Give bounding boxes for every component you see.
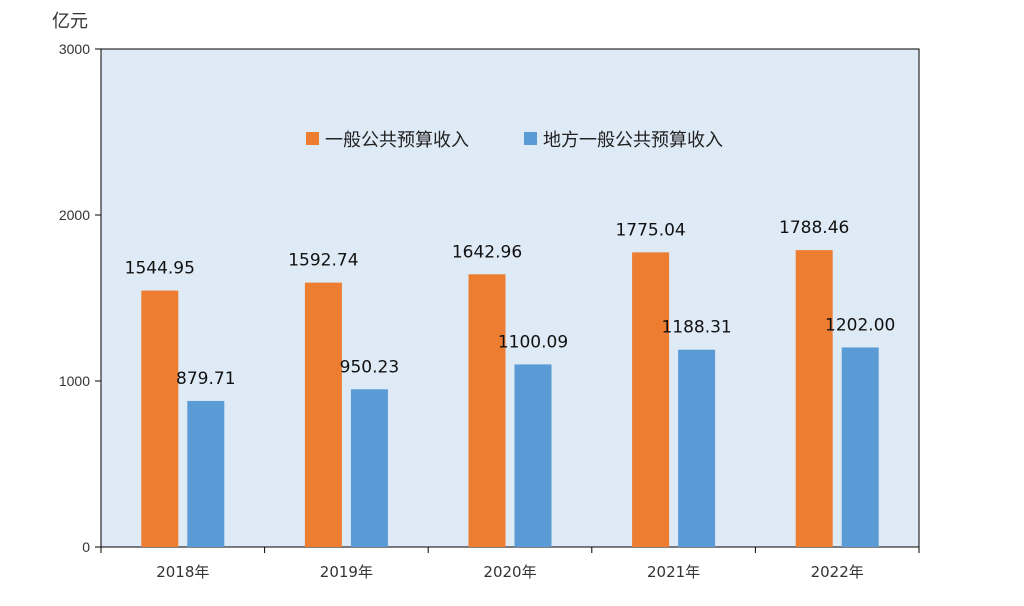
x-category-label: 2020年 <box>483 563 536 581</box>
bar-series-2 <box>187 400 225 547</box>
data-label-series-1: 1642.96 <box>452 242 522 262</box>
bar-series-2 <box>350 389 388 547</box>
x-category-label: 2022年 <box>811 563 864 581</box>
bars <box>141 250 879 547</box>
bar-series-2 <box>841 347 879 547</box>
bar-series-1 <box>795 250 833 547</box>
legend-label-series-1: 一般公共预算收入 <box>325 130 469 151</box>
y-tick-label: 1000 <box>59 373 90 389</box>
y-axis-unit-label: 亿元 <box>52 11 88 32</box>
data-label-series-2: 950.23 <box>340 357 399 377</box>
y-tick-label: 0 <box>82 539 90 555</box>
legend-swatch-series-1 <box>306 132 319 145</box>
legend-label-series-2: 地方一般公共预算收入 <box>543 130 723 151</box>
data-label-series-2: 1202.00 <box>825 315 895 335</box>
data-label-series-1: 1544.95 <box>125 259 195 279</box>
y-axis: 0 1000 2000 3000 <box>59 41 101 555</box>
y-tick-label: 2000 <box>59 207 90 223</box>
data-label-series-2: 879.71 <box>176 369 235 389</box>
y-tick-label: 3000 <box>59 41 90 57</box>
data-label-series-1: 1788.46 <box>779 218 849 238</box>
x-category-label: 2021年 <box>647 563 700 581</box>
x-axis: 2018年 2019年 2020年 2021年 2022年 <box>100 547 920 581</box>
bar-series-1 <box>141 290 179 547</box>
bar-series-1 <box>632 252 670 547</box>
bar-series-2 <box>514 364 552 547</box>
legend-swatch-series-2 <box>524 132 537 145</box>
value-labels: 1544.95 879.71 1592.74 950.23 1642.96 1100.09… <box>125 218 896 389</box>
bar-series-2 <box>678 349 716 547</box>
data-label-series-1: 1592.74 <box>288 251 358 271</box>
data-label-series-1: 1775.04 <box>615 220 685 240</box>
legend: 一般公共预算收入 地方一般公共预算收入 <box>306 130 723 151</box>
x-category-label: 2018年 <box>156 563 209 581</box>
bar-series-1 <box>304 282 342 547</box>
x-category-label: 2019年 <box>320 563 373 581</box>
data-label-series-2: 1188.31 <box>661 318 731 338</box>
data-label-series-2: 1100.09 <box>498 332 568 352</box>
bar-series-1 <box>468 274 506 547</box>
plot-area <box>100 48 920 548</box>
